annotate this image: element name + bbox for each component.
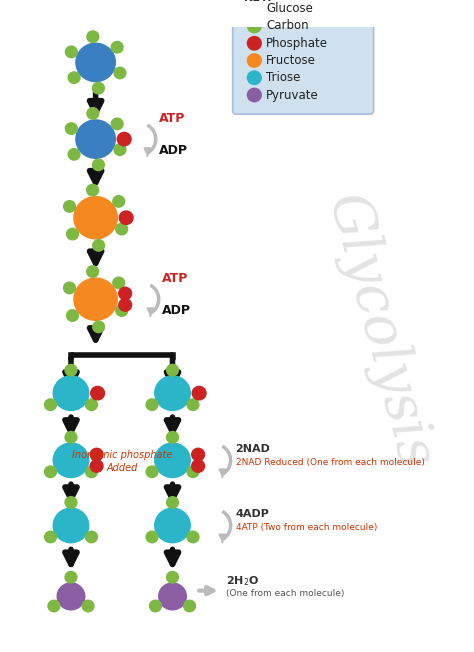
Circle shape	[64, 201, 75, 212]
Circle shape	[65, 571, 77, 583]
Circle shape	[187, 531, 199, 542]
Circle shape	[155, 443, 190, 477]
Text: 4ADP: 4ADP	[236, 509, 270, 519]
Circle shape	[166, 497, 178, 508]
Circle shape	[82, 600, 94, 612]
Text: 2H$_2$O: 2H$_2$O	[226, 574, 259, 588]
Text: Carbon: Carbon	[266, 20, 309, 33]
Circle shape	[65, 46, 77, 57]
Circle shape	[87, 31, 99, 42]
Circle shape	[247, 88, 261, 102]
Circle shape	[119, 288, 132, 300]
Text: Fructose: Fructose	[266, 54, 316, 67]
Text: ATP: ATP	[159, 111, 185, 125]
Circle shape	[90, 449, 103, 461]
Circle shape	[85, 531, 97, 542]
Circle shape	[166, 571, 178, 583]
Circle shape	[45, 531, 56, 542]
Circle shape	[68, 149, 80, 160]
Circle shape	[116, 223, 128, 235]
Text: 4ATP (Two from each molecule): 4ATP (Two from each molecule)	[236, 523, 377, 532]
Circle shape	[119, 299, 132, 311]
Circle shape	[66, 310, 78, 321]
Text: Added: Added	[106, 463, 137, 473]
Circle shape	[149, 600, 161, 612]
Text: KEY:: KEY:	[245, 0, 272, 3]
Circle shape	[74, 278, 117, 320]
Text: Glucose: Glucose	[266, 2, 313, 15]
Circle shape	[155, 508, 190, 542]
Circle shape	[53, 376, 89, 410]
Circle shape	[87, 108, 99, 119]
Circle shape	[48, 600, 60, 612]
Circle shape	[247, 71, 261, 85]
Circle shape	[116, 304, 128, 316]
Circle shape	[159, 583, 186, 610]
Circle shape	[45, 466, 56, 477]
Circle shape	[57, 583, 85, 610]
Circle shape	[91, 387, 104, 400]
Text: Pyruvate: Pyruvate	[266, 89, 319, 102]
Circle shape	[192, 387, 206, 400]
Circle shape	[92, 159, 104, 171]
Circle shape	[183, 600, 195, 612]
Circle shape	[65, 364, 77, 376]
Circle shape	[114, 144, 126, 155]
Circle shape	[92, 82, 104, 94]
Circle shape	[45, 399, 56, 410]
Circle shape	[65, 497, 77, 508]
Circle shape	[247, 37, 261, 50]
Circle shape	[146, 531, 158, 542]
Circle shape	[117, 132, 131, 146]
Circle shape	[68, 72, 80, 83]
Circle shape	[166, 364, 178, 376]
Circle shape	[111, 118, 123, 130]
Circle shape	[191, 449, 205, 461]
FancyBboxPatch shape	[233, 0, 374, 114]
Circle shape	[53, 443, 89, 477]
Text: Triose: Triose	[266, 71, 301, 84]
Circle shape	[85, 466, 97, 477]
Circle shape	[247, 54, 261, 67]
Circle shape	[187, 466, 199, 477]
Circle shape	[76, 43, 115, 82]
Text: 2NAD Reduced (One from each molecule): 2NAD Reduced (One from each molecule)	[236, 458, 425, 467]
Circle shape	[146, 399, 158, 410]
Text: 2NAD: 2NAD	[236, 444, 271, 454]
Circle shape	[187, 399, 199, 410]
Circle shape	[87, 266, 99, 277]
Circle shape	[65, 123, 77, 134]
Circle shape	[66, 228, 78, 240]
Text: Inorganic phosphate: Inorganic phosphate	[72, 451, 172, 460]
Circle shape	[85, 399, 97, 410]
Circle shape	[87, 185, 99, 196]
Text: Glycolysis: Glycolysis	[317, 188, 442, 474]
Circle shape	[247, 20, 261, 33]
Circle shape	[155, 376, 190, 410]
Text: Phosphate: Phosphate	[266, 37, 328, 50]
Circle shape	[93, 240, 105, 251]
Circle shape	[119, 211, 133, 224]
Circle shape	[166, 432, 178, 443]
Text: ATP: ATP	[162, 272, 188, 285]
Circle shape	[247, 2, 261, 16]
Circle shape	[113, 196, 125, 207]
Circle shape	[111, 42, 123, 53]
Text: (One from each molecule): (One from each molecule)	[226, 589, 344, 598]
Circle shape	[53, 508, 89, 542]
Circle shape	[65, 432, 77, 443]
Circle shape	[113, 277, 125, 289]
Circle shape	[146, 466, 158, 477]
Circle shape	[191, 460, 205, 472]
Circle shape	[93, 321, 105, 333]
Text: ADP: ADP	[159, 144, 188, 157]
Circle shape	[76, 120, 115, 158]
Circle shape	[64, 282, 75, 293]
Circle shape	[74, 197, 117, 239]
Circle shape	[114, 67, 126, 79]
Circle shape	[90, 460, 103, 472]
Text: ADP: ADP	[162, 304, 191, 318]
